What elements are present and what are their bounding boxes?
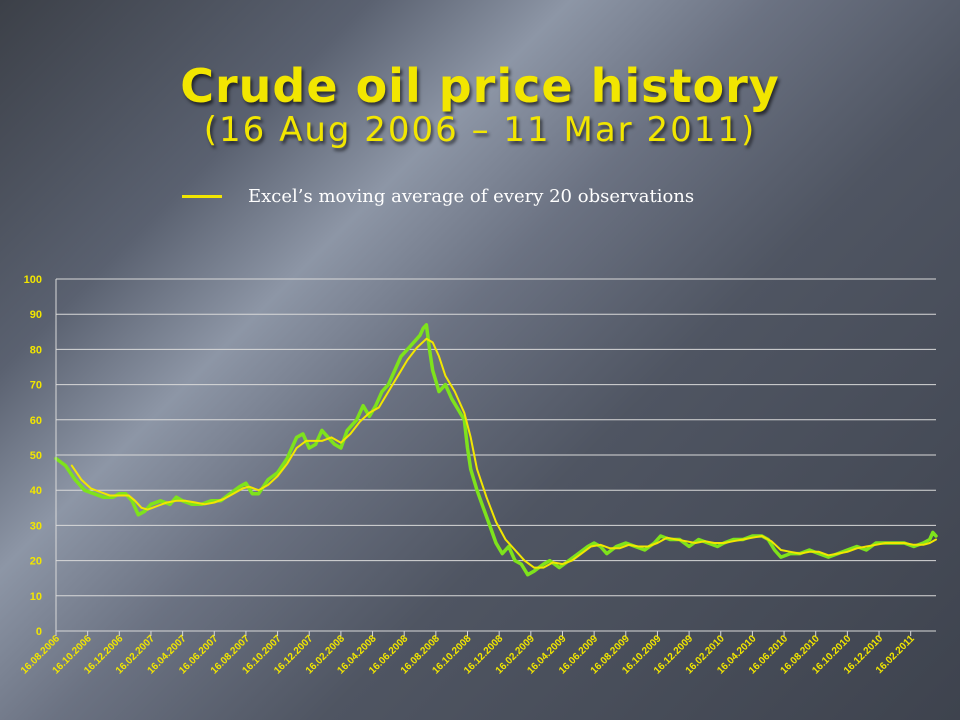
y-tick-label: 40 [30, 485, 42, 497]
y-tick-label: 100 [24, 274, 42, 286]
y-tick-label: 10 [30, 591, 42, 603]
y-tick-label: 90 [30, 309, 42, 321]
slide-title: Crude oil price history [180, 59, 780, 113]
y-tick-label: 50 [30, 450, 42, 462]
chart-legend: Excel’s moving average of every 20 obser… [182, 184, 694, 208]
y-tick-label: 0 [36, 626, 42, 638]
y-axis-tick-labels: 0 10 20 30 40 50 60 70 80 90 100 [24, 274, 42, 638]
chart-series [54, 323, 938, 577]
y-tick-label: 70 [30, 380, 42, 392]
chart-axes [55, 279, 936, 636]
series-line-price [54, 323, 938, 577]
slide-subtitle: (16 Aug 2006 – 11 Mar 2011) [203, 110, 757, 150]
legend-label-moving-average: Excel’s moving average of every 20 obser… [248, 185, 695, 207]
y-tick-label: 20 [30, 556, 42, 568]
y-tick-label: 80 [30, 344, 42, 356]
y-tick-label: 30 [30, 520, 42, 532]
series-line-moving-average [70, 337, 937, 569]
legend-swatch-moving-average [182, 194, 222, 198]
chart-gridlines [56, 278, 936, 632]
x-axis-tick-labels: 16.08.200616.10.200616.12.200616.02.2007… [19, 633, 917, 676]
y-tick-label: 60 [30, 415, 42, 427]
slide-title-block: Crude oil price history (16 Aug 2006 – 1… [0, 60, 960, 150]
